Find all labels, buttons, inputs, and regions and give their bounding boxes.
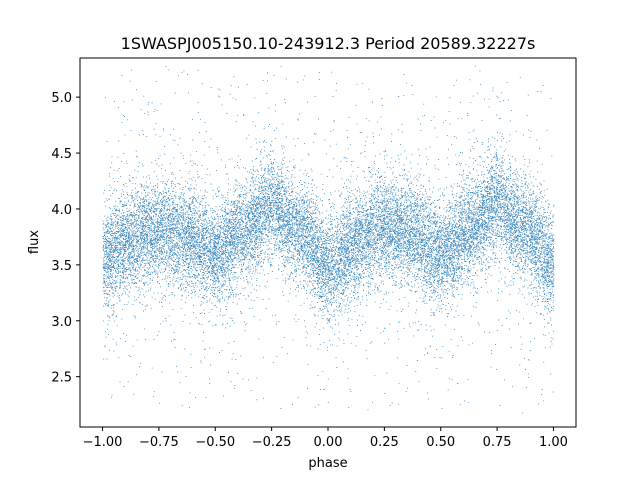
x-tick-label: 0.00 [314, 435, 343, 450]
x-tick-label: 0.75 [483, 435, 512, 450]
y-tick-label: 3.5 [51, 259, 72, 274]
y-tick-label: 4.0 [51, 203, 72, 218]
x-tick-label: 0.50 [426, 435, 455, 450]
x-tick-label: 0.25 [370, 435, 399, 450]
y-tick-label: 2.5 [51, 371, 72, 386]
y-axis-ticks: 2.5 3.0 3.5 4.0 4.5 5.0 [51, 91, 80, 386]
y-tick-label: 5.0 [51, 91, 72, 106]
y-tick-label: 3.0 [51, 315, 72, 330]
y-tick-label: 4.5 [51, 147, 72, 162]
x-axis-ticks: −1.00 −0.75 −0.50 −0.25 0.00 0.25 0.50 0.75 1.00 [83, 427, 568, 450]
x-tick-label: −1.00 [83, 435, 123, 450]
flux-points [102, 65, 555, 414]
x-tick-label: −0.25 [252, 435, 292, 450]
data-points [102, 65, 555, 414]
x-tick-label: 1.00 [539, 435, 568, 450]
x-tick-label: −0.50 [195, 435, 235, 450]
x-axis-label: phase [308, 456, 347, 471]
x-tick-label: −0.75 [139, 435, 179, 450]
y-axis-label: flux [27, 230, 42, 254]
chart-title: 1SWASPJ005150.10-243912.3 Period 20589.3… [121, 34, 536, 53]
